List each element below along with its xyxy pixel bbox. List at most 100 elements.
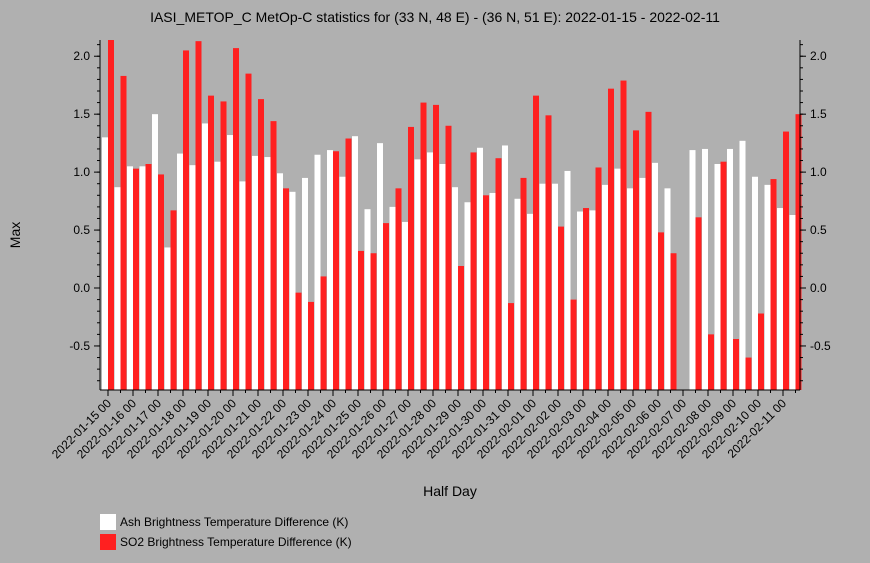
bar-ash bbox=[352, 136, 358, 390]
bar-ash bbox=[277, 173, 283, 390]
bar-so2 bbox=[458, 265, 464, 390]
bar-ash bbox=[564, 170, 571, 390]
bar-so2 bbox=[620, 80, 627, 390]
bar-ash bbox=[314, 154, 321, 390]
y-tick-label-left: -0.5 bbox=[69, 339, 90, 353]
bar-ash bbox=[602, 184, 608, 390]
bar-so2 bbox=[695, 217, 702, 390]
bar-so2 bbox=[595, 167, 602, 390]
bar-so2 bbox=[745, 357, 752, 390]
bar-so2 bbox=[783, 131, 789, 391]
bar-so2 bbox=[633, 130, 639, 391]
bar-ash bbox=[714, 164, 721, 390]
bar-so2 bbox=[433, 104, 439, 390]
bar-so2 bbox=[483, 195, 489, 390]
y-tick-label-right: 1.5 bbox=[810, 107, 827, 121]
bar-ash bbox=[652, 162, 658, 390]
bar-ash bbox=[727, 148, 733, 390]
bar-ash bbox=[502, 145, 508, 390]
bar-ash bbox=[764, 184, 771, 390]
bar-so2 bbox=[645, 111, 652, 390]
bar-ash bbox=[377, 143, 383, 390]
bar-so2 bbox=[358, 250, 364, 390]
bar-ash bbox=[264, 157, 271, 390]
bar-so2 bbox=[545, 115, 552, 391]
bar-ash bbox=[789, 215, 796, 390]
bar-ash bbox=[464, 202, 471, 390]
legend-swatch-so2 bbox=[100, 534, 116, 550]
bar-so2 bbox=[308, 301, 314, 390]
y-tick-label-left: 1.0 bbox=[73, 165, 90, 179]
legend: Ash Brightness Temperature Difference (K… bbox=[100, 512, 352, 552]
bar-ash bbox=[552, 183, 558, 390]
bar-ash bbox=[752, 176, 758, 390]
bar-ash bbox=[514, 198, 521, 390]
bar-ash bbox=[489, 192, 496, 390]
bar-ash bbox=[239, 181, 246, 390]
bar-ash bbox=[527, 213, 533, 390]
bar-so2 bbox=[583, 208, 589, 390]
bar-so2 bbox=[133, 168, 139, 390]
bar-ash bbox=[614, 168, 621, 390]
bar-so2 bbox=[233, 48, 239, 391]
bar-so2 bbox=[720, 161, 727, 390]
bar-ash bbox=[339, 176, 346, 390]
bar-ash bbox=[589, 210, 596, 390]
bar-so2 bbox=[245, 73, 252, 391]
bar-so2 bbox=[670, 253, 677, 390]
bar-ash bbox=[777, 208, 783, 390]
bar-so2 bbox=[533, 95, 539, 390]
legend-label-ash: Ash Brightness Temperature Difference (K… bbox=[120, 515, 349, 529]
bar-so2 bbox=[658, 232, 664, 390]
bar-so2 bbox=[420, 102, 427, 391]
bar-ash bbox=[414, 159, 421, 390]
bar-ash bbox=[327, 150, 333, 390]
bar-so2 bbox=[795, 114, 802, 391]
bar-ash bbox=[164, 247, 171, 390]
bar-so2 bbox=[383, 223, 389, 390]
bar-so2 bbox=[408, 126, 414, 390]
y-tick-label-right: 1.0 bbox=[810, 165, 827, 179]
bar-ash bbox=[289, 191, 296, 390]
bar-so2 bbox=[470, 152, 477, 390]
bar-so2 bbox=[370, 253, 377, 390]
bar-ash bbox=[577, 211, 583, 390]
bar-so2 bbox=[570, 299, 577, 390]
bar-so2 bbox=[195, 41, 202, 391]
bar-ash bbox=[689, 150, 696, 390]
bar-so2 bbox=[108, 40, 114, 390]
bar-ash bbox=[389, 206, 396, 390]
bar-ash bbox=[214, 161, 221, 390]
bar-so2 bbox=[508, 303, 514, 390]
bar-ash bbox=[252, 155, 258, 390]
y-tick-label-right: -0.5 bbox=[810, 339, 831, 353]
bar-so2 bbox=[158, 174, 164, 390]
bar-ash bbox=[627, 188, 633, 390]
bar-so2 bbox=[295, 292, 302, 390]
bar-so2 bbox=[758, 313, 764, 390]
y-tick-label-right: 0.5 bbox=[810, 223, 827, 237]
bar-ash bbox=[427, 152, 433, 390]
bar-ash bbox=[202, 123, 208, 390]
bar-so2 bbox=[183, 50, 189, 391]
bar-so2 bbox=[320, 276, 327, 390]
bar-so2 bbox=[608, 88, 614, 390]
bar-ash bbox=[364, 209, 371, 390]
bar-so2 bbox=[258, 99, 264, 390]
bar-so2 bbox=[520, 177, 527, 390]
bar-so2 bbox=[170, 210, 177, 390]
bar-so2 bbox=[120, 75, 127, 390]
y-tick-label-right: 0.0 bbox=[810, 281, 827, 295]
bar-ash bbox=[439, 164, 446, 390]
bar-ash bbox=[302, 177, 308, 390]
bar-ash bbox=[177, 153, 183, 390]
bar-ash bbox=[739, 140, 746, 390]
legend-swatch-ash bbox=[100, 514, 116, 530]
bar-ash bbox=[702, 148, 708, 390]
bar-ash bbox=[639, 177, 646, 390]
y-tick-label-left: 0.0 bbox=[73, 281, 90, 295]
bar-ash bbox=[139, 166, 146, 390]
bar-so2 bbox=[145, 164, 152, 390]
